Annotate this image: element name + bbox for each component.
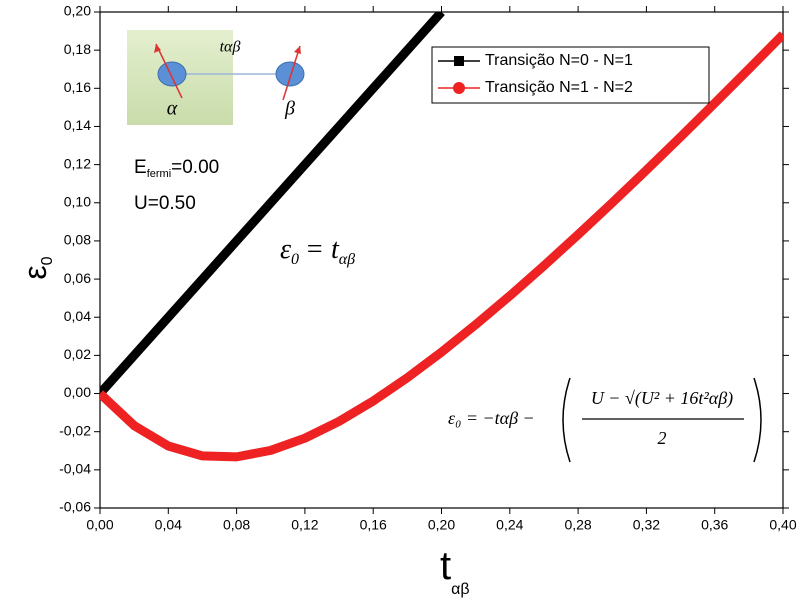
annotation: Efermi=0.00 [134, 157, 219, 180]
x-tick-label: 0,40 [769, 517, 796, 533]
x-tick-label: 0,36 [701, 517, 728, 533]
ann-part: =0.00 [171, 157, 219, 178]
y-tick-label: -0,04 [59, 461, 91, 477]
y-tick-label: 0,20 [64, 3, 91, 19]
series-line [100, 31, 783, 462]
site [275, 61, 305, 87]
f-part: 2 [658, 428, 667, 448]
legend-marker [453, 82, 465, 94]
arrow [154, 44, 161, 53]
formula: ε₀ = −tαβ − U − √(U² + 16t²αβ) 2 [448, 377, 762, 463]
label-part: ε [17, 265, 53, 279]
y-tick-label: 0,08 [64, 232, 91, 248]
f-part: = t [305, 234, 340, 265]
arrow [294, 46, 301, 54]
spin [155, 43, 183, 99]
f-part: ε₀ = −tαβ − [448, 408, 535, 428]
y-tick-label: 0,18 [64, 41, 91, 57]
y-tick-label: -0,02 [59, 422, 91, 438]
paren [562, 377, 571, 463]
y-tick-label: -0,06 [59, 499, 91, 515]
series-line [100, 12, 445, 397]
f-part: U − √(U² + 16t²αβ) [591, 388, 733, 409]
legend-box [431, 46, 710, 104]
y-tick-label: 0,10 [64, 193, 91, 209]
annotation: U=0.50 [134, 193, 196, 214]
y-tick-label: 0,02 [64, 346, 91, 362]
legend-label: Transição N=1 - N=2 [485, 79, 633, 96]
inset-label: α [167, 98, 178, 120]
legend-label: Transição N=0 - N=1 [485, 52, 633, 69]
x-tick-label: 0,08 [223, 517, 250, 533]
x-tick-label: 0,24 [496, 517, 523, 533]
f-part: ε [280, 234, 291, 265]
x-tick-label: 0,28 [564, 517, 591, 533]
x-tick-label: 0,04 [155, 517, 182, 533]
y-axis-label: ε0 [17, 256, 56, 279]
formula: ε0 = tαβ [280, 234, 355, 267]
x-tick-label: 0,12 [291, 517, 318, 533]
y-tick-label: 0,06 [64, 270, 91, 286]
paren [753, 377, 762, 463]
spin [282, 45, 301, 101]
label-part: αβ [451, 581, 469, 598]
y-tick-label: 0,12 [64, 155, 91, 171]
y-tick-label: 0,04 [64, 308, 91, 324]
x-tick-label: 0,32 [633, 517, 660, 533]
x-tick-label: 0,00 [86, 517, 113, 533]
inset-label: β [284, 98, 295, 120]
f-part: 0 [291, 251, 299, 268]
legend-marker [454, 56, 464, 66]
ann-part: E [134, 157, 147, 178]
y-tick-label: 0,16 [64, 79, 91, 95]
ann-part: fermi [147, 168, 171, 180]
label-part: 0 [39, 256, 56, 265]
label-part: t [440, 544, 451, 588]
inset: tαβ α β [127, 30, 305, 125]
f-part: αβ [339, 251, 355, 268]
inset-label: tαβ [220, 39, 241, 56]
site [157, 61, 187, 87]
y-tick-label: 0,14 [64, 117, 91, 133]
x-tick-label: 0,16 [360, 517, 387, 533]
y-tick-label: 0,00 [64, 384, 91, 400]
x-axis-label: tαβ [440, 544, 470, 599]
x-tick-label: 0,20 [428, 517, 455, 533]
